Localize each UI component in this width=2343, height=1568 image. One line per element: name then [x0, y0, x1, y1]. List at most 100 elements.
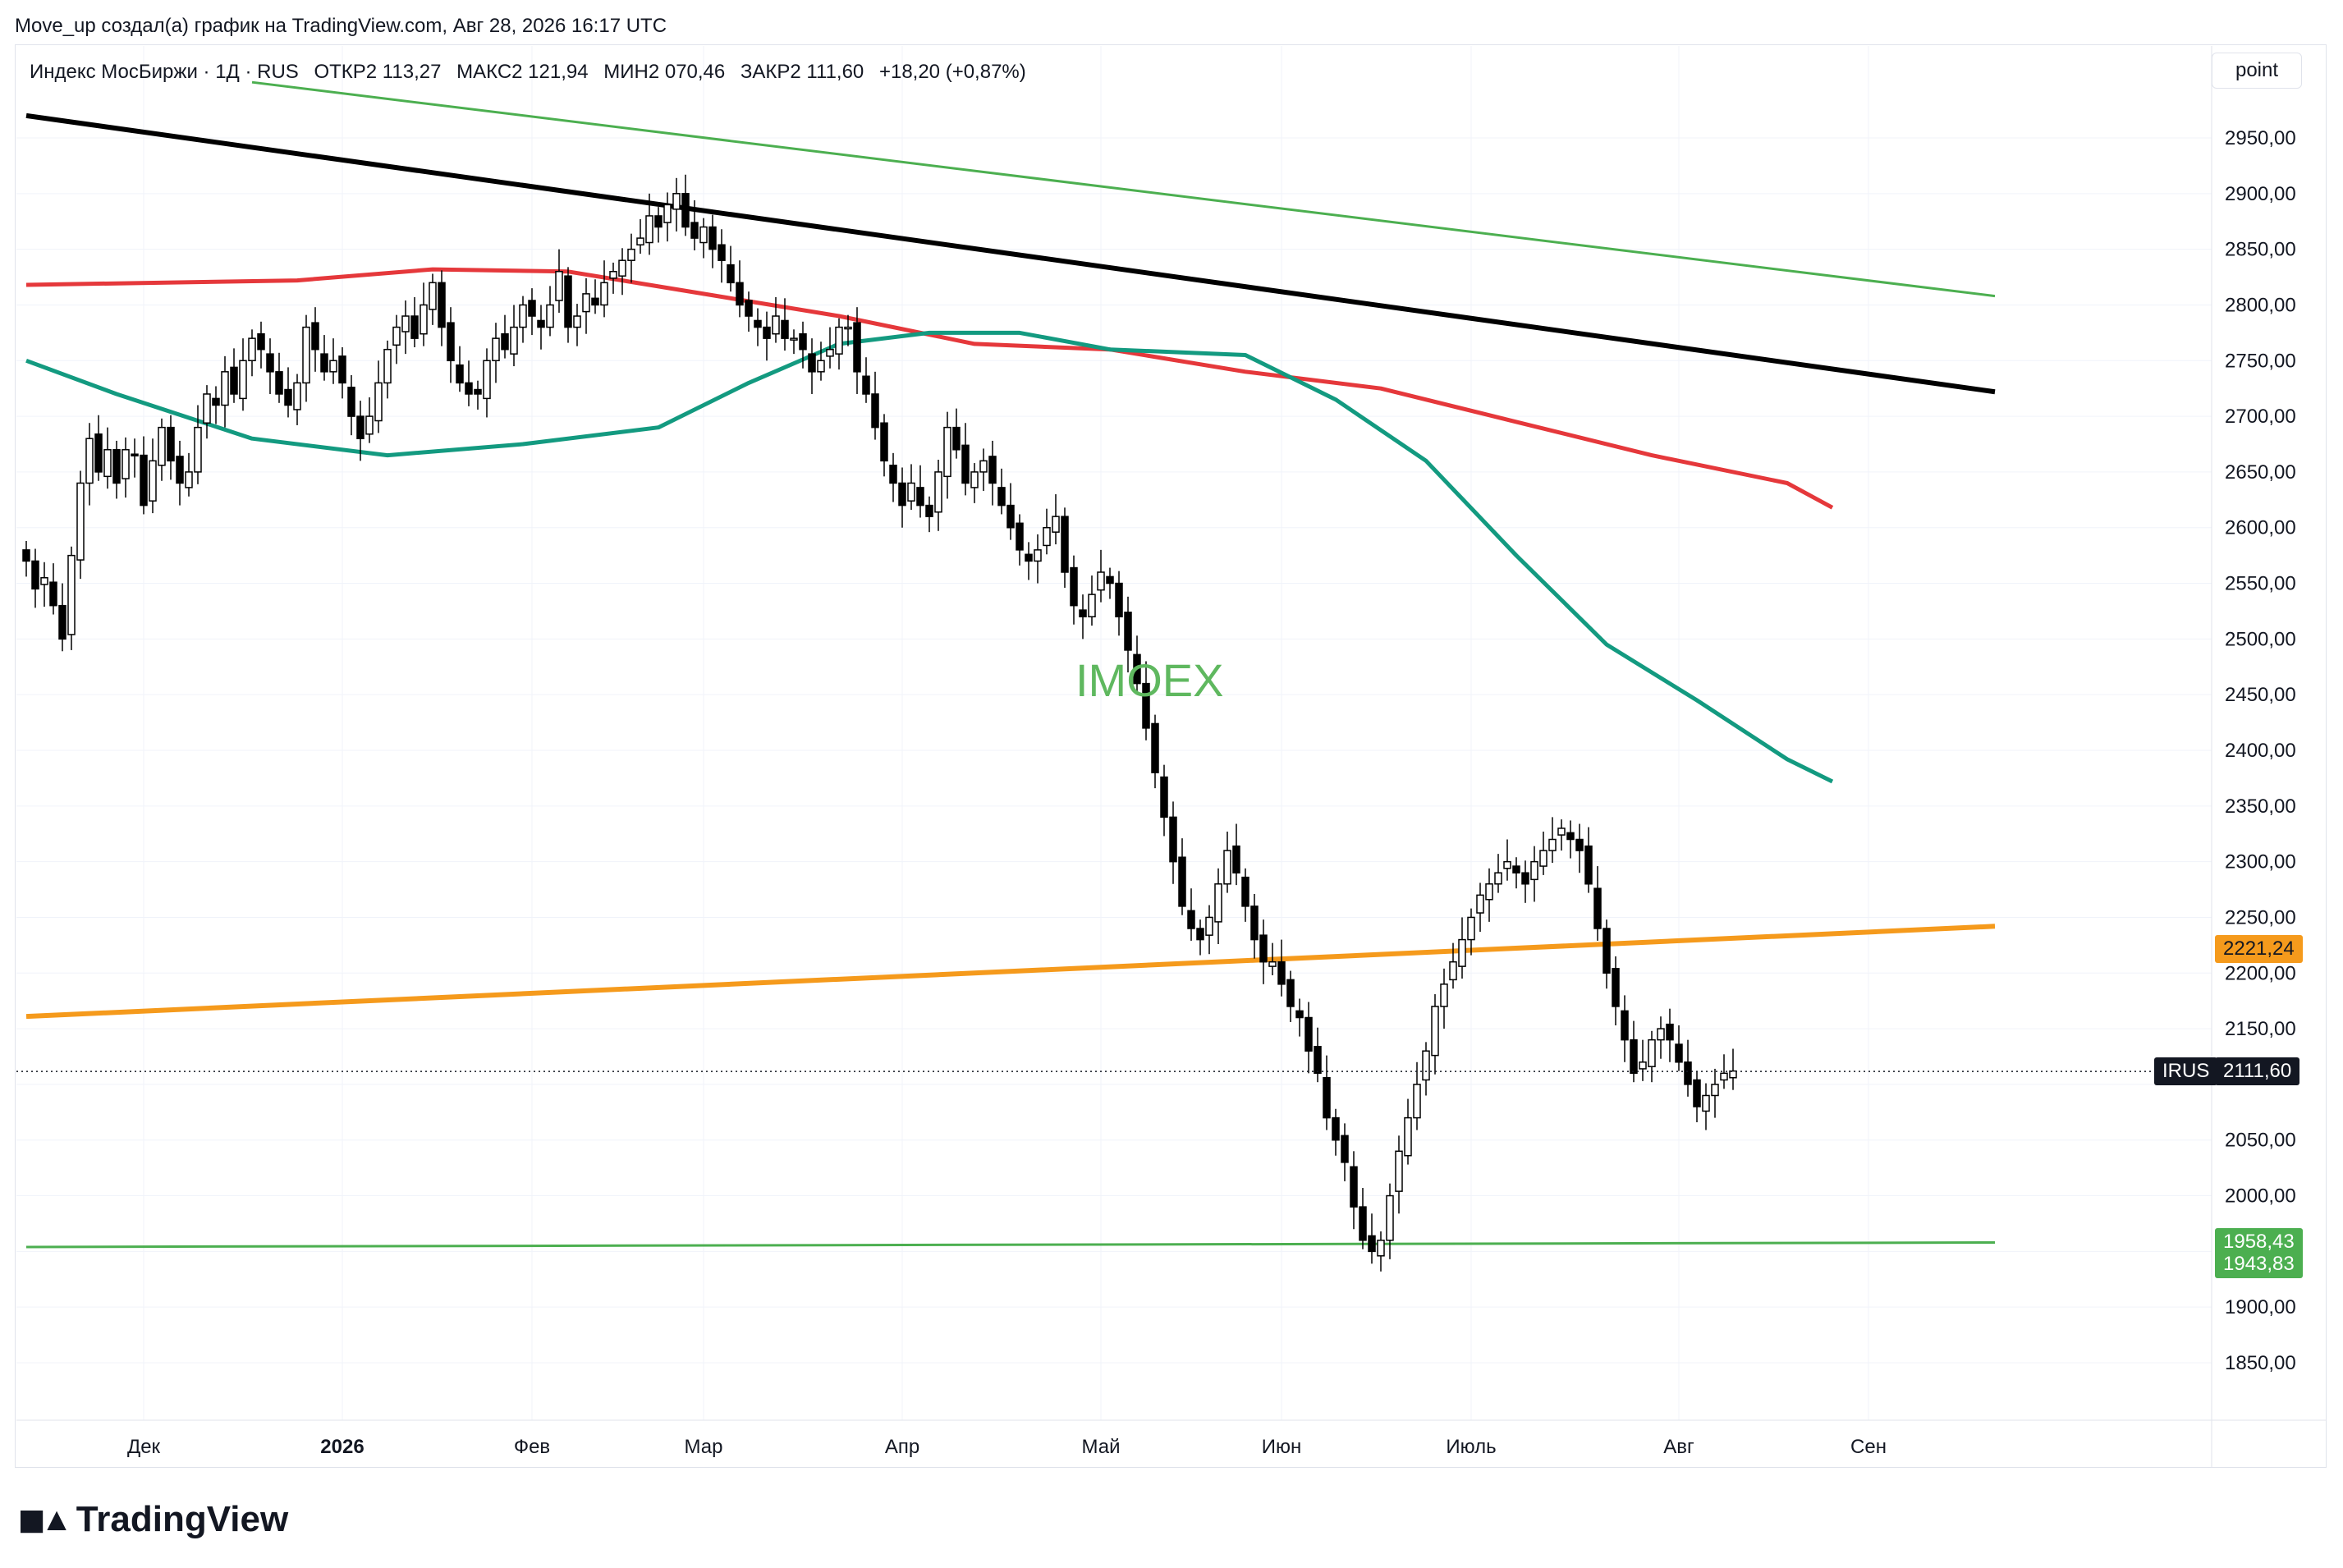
candle-body	[1268, 961, 1277, 967]
candle-body	[1612, 968, 1620, 1007]
candle-body	[212, 397, 220, 406]
candle-body	[898, 482, 906, 507]
price-unit-button[interactable]: point	[2212, 53, 2302, 89]
tradingview-logo-icon: ◼▲	[18, 1502, 73, 1538]
candle-body	[1187, 910, 1195, 929]
candle-body	[645, 215, 653, 244]
candle-body	[501, 332, 509, 351]
x-axis-label: Фев	[514, 1436, 550, 1458]
candle-body	[329, 360, 337, 373]
candle-body	[1702, 1094, 1710, 1112]
candle-body	[1395, 1150, 1403, 1192]
candle-body	[1404, 1116, 1412, 1157]
candle-body	[275, 371, 283, 395]
candle-body	[672, 193, 681, 210]
candle-body	[1494, 872, 1502, 885]
candle-body	[1666, 1023, 1674, 1041]
candle-body	[1214, 883, 1222, 923]
candle-body	[745, 300, 753, 317]
candle-body	[1052, 516, 1060, 533]
candle-body	[1368, 1235, 1376, 1253]
candle-body	[176, 456, 184, 484]
candle-body	[67, 554, 76, 635]
candle-body	[1539, 850, 1547, 867]
candle-body	[952, 426, 961, 451]
candle-body	[492, 337, 500, 362]
candle-body	[1133, 653, 1141, 685]
candle-body	[925, 504, 933, 517]
candle-body	[347, 387, 355, 417]
candle-body	[40, 577, 48, 585]
candle-body	[1593, 887, 1602, 929]
candle-body	[997, 487, 1006, 507]
candle-body	[122, 449, 130, 479]
legend-change: +18,20 (+0,87%)	[878, 61, 1026, 83]
candle-body	[1061, 516, 1069, 573]
y-axis-label: 2650,00	[2225, 461, 2296, 484]
candle-body	[58, 604, 66, 640]
candle-body	[374, 382, 383, 422]
y-axis-label: 2550,00	[2225, 573, 2296, 595]
candle-body	[573, 315, 581, 328]
candle-body	[1151, 722, 1159, 773]
candle-body	[1485, 883, 1493, 901]
candle-body	[1584, 845, 1593, 885]
candle-body	[293, 382, 301, 410]
candle-body	[1079, 609, 1087, 617]
candle-body	[230, 366, 238, 395]
candle-body	[1034, 549, 1042, 562]
candle-body	[727, 264, 735, 284]
candle-body	[1648, 1038, 1656, 1067]
candle-body	[447, 322, 455, 362]
candle-body	[1657, 1028, 1665, 1041]
candle-body	[1639, 1061, 1647, 1070]
candle-body	[1223, 850, 1231, 885]
candle-body	[1295, 1010, 1304, 1019]
candle-body	[1449, 961, 1457, 981]
candle-body	[103, 449, 112, 478]
y-axis-label: 2450,00	[2225, 684, 2296, 706]
orange-line-price-badge: 2221,24	[2215, 935, 2303, 964]
candle-body	[456, 364, 464, 384]
candle-body	[609, 271, 617, 279]
candle-body	[1386, 1194, 1394, 1241]
candle-body	[654, 215, 663, 228]
candle-body	[835, 326, 843, 355]
candle-body	[257, 332, 265, 351]
candle-body	[1422, 1050, 1430, 1081]
candle-body	[1286, 979, 1295, 1007]
candle-body	[1160, 776, 1168, 818]
candle-body	[140, 454, 148, 507]
x-axis-label: Сен	[1850, 1436, 1887, 1458]
candle-body	[266, 353, 274, 373]
trendline-green-horizontal	[25, 1241, 1996, 1249]
candle-body	[708, 226, 717, 250]
candle-body	[410, 315, 419, 339]
candle-body	[880, 422, 888, 462]
candle-body	[1431, 1006, 1439, 1057]
candle-body	[1711, 1084, 1719, 1097]
candle-body	[799, 332, 807, 351]
last-price-badge: 2111,60	[2215, 1057, 2300, 1086]
candle-body	[1169, 816, 1177, 863]
candle-body	[284, 388, 292, 406]
legend-high: МАКС2 121,94	[456, 61, 589, 83]
candle-body	[916, 487, 924, 507]
legend-close: ЗАКР2 111,60	[740, 61, 864, 83]
candle-body	[690, 222, 699, 239]
chart-caption: Move_up создал(а) график на TradingView.…	[15, 15, 667, 37]
y-axis-label: 2300,00	[2225, 851, 2296, 873]
candle-body	[979, 460, 988, 473]
candle-body	[736, 282, 744, 306]
candle-body	[1521, 872, 1529, 885]
candle-body	[618, 259, 626, 277]
tradingview-logo[interactable]: ◼▲ TradingView	[18, 1499, 288, 1540]
price-chart[interactable]: Дек 2026 Фев Мар Апр Май Июн Июль Авг Сен 1850,00 1…	[0, 0, 2343, 1469]
x-axis-label: Июн	[1262, 1436, 1302, 1458]
candle-body	[772, 315, 780, 335]
candle-body	[1241, 876, 1249, 907]
candle-body	[356, 415, 365, 439]
candle-body	[718, 244, 726, 261]
candle-body	[1341, 1135, 1349, 1163]
candle-body	[185, 471, 193, 488]
